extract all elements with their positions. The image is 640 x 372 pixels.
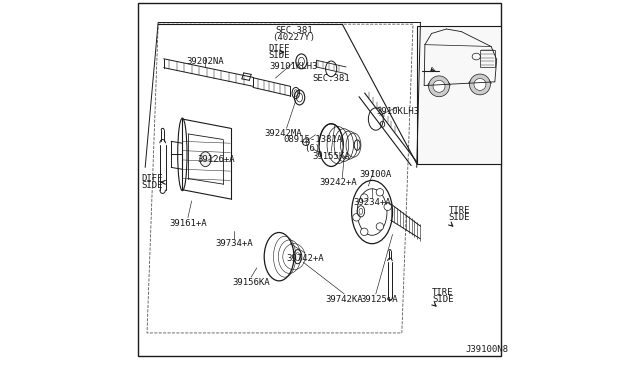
Bar (480, 50, 495, 67)
Text: 39125+A: 39125+A (361, 295, 398, 304)
Bar (417, 26, 501, 164)
Text: SIDE: SIDE (268, 51, 290, 60)
Text: J39100N8: J39100N8 (466, 345, 509, 354)
Text: 39742+A: 39742+A (286, 254, 324, 263)
Text: 39126+A: 39126+A (197, 155, 235, 164)
Text: SEC.381: SEC.381 (275, 26, 313, 35)
Text: DIFF: DIFF (142, 174, 163, 183)
Circle shape (474, 78, 486, 90)
Text: (6): (6) (305, 144, 321, 153)
Text: 39100A: 39100A (360, 170, 392, 179)
Text: SEC.381: SEC.381 (312, 74, 350, 83)
Text: 39156KA: 39156KA (232, 278, 270, 287)
Text: 39202NA: 39202NA (186, 57, 223, 66)
Text: TIRE: TIRE (432, 288, 454, 296)
Text: 3910KLH3: 3910KLH3 (376, 107, 420, 116)
Circle shape (384, 203, 392, 211)
Text: (40227Y): (40227Y) (273, 33, 316, 42)
Text: TIRE: TIRE (449, 206, 470, 215)
Circle shape (376, 189, 383, 196)
Circle shape (429, 76, 449, 97)
Circle shape (360, 194, 368, 201)
Text: 39155KA: 39155KA (312, 152, 350, 161)
Text: 39734+A: 39734+A (216, 239, 253, 248)
Ellipse shape (200, 152, 211, 167)
Circle shape (376, 223, 383, 230)
Text: 39161+A: 39161+A (169, 219, 207, 228)
Circle shape (470, 74, 490, 95)
Text: 39742KA: 39742KA (325, 295, 363, 304)
Circle shape (433, 80, 445, 92)
Text: 39242+A: 39242+A (320, 178, 357, 187)
Text: SIDE: SIDE (432, 295, 454, 304)
Text: SIDE: SIDE (449, 213, 470, 222)
Circle shape (360, 228, 368, 235)
Text: 39242MA: 39242MA (264, 129, 301, 138)
Text: 08915-1381A: 08915-1381A (283, 135, 342, 144)
Text: 39234+A: 39234+A (353, 198, 391, 207)
Text: DIFF: DIFF (268, 44, 290, 53)
Text: 39101KLH3: 39101KLH3 (270, 62, 318, 71)
Text: SIDE: SIDE (142, 182, 163, 190)
Circle shape (353, 214, 360, 221)
